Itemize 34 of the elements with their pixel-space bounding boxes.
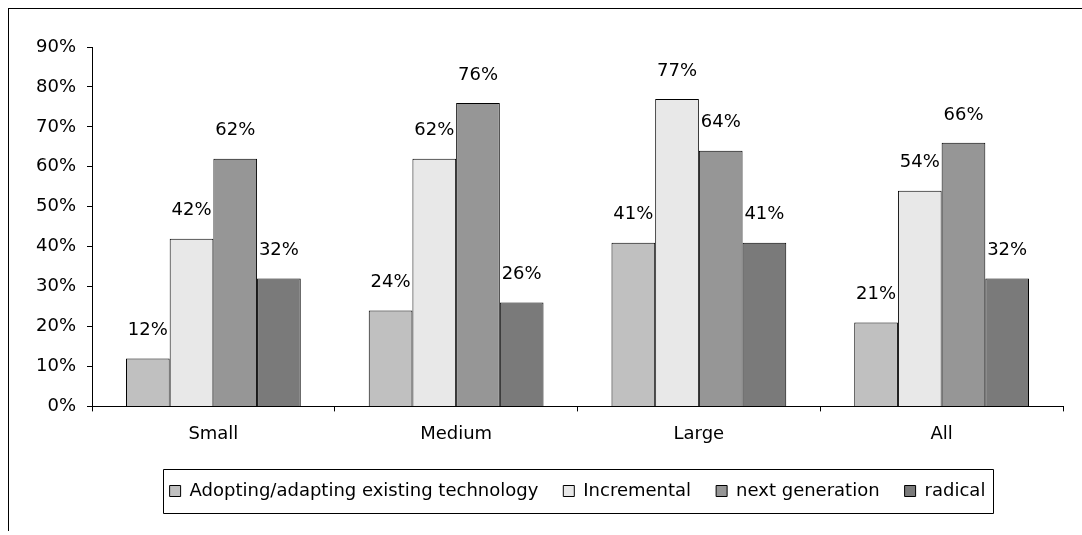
y-tick-label: 90% [35, 34, 76, 56]
y-tick-label: 40% [35, 234, 76, 256]
y-tick-label: 60% [35, 154, 76, 176]
y-tick-label: 70% [35, 114, 76, 136]
data-label: 21% [856, 282, 897, 304]
data-label: 42% [171, 198, 212, 220]
x-tick-label: Large [673, 421, 725, 443]
x-tick-label: All [930, 421, 953, 443]
legend-label: next generation [736, 478, 880, 500]
data-label: 62% [215, 118, 256, 140]
legend-label: Incremental [583, 478, 692, 500]
y-tick-label: 50% [35, 194, 76, 216]
y-tick-label: 30% [35, 274, 76, 296]
y-tick-label: 20% [35, 314, 76, 336]
data-label: 64% [700, 110, 741, 132]
data-label: 77% [657, 58, 698, 80]
data-label: 32% [258, 238, 299, 260]
data-label: 41% [744, 202, 785, 224]
y-tick-label: 0% [47, 394, 76, 416]
data-label: 41% [613, 202, 654, 224]
y-tick-label: 10% [35, 354, 76, 376]
data-label: 76% [457, 62, 498, 84]
x-tick-label: Medium [420, 421, 493, 443]
data-label: 12% [127, 318, 168, 340]
data-label: 66% [943, 102, 984, 124]
legend-label: radical [924, 478, 986, 500]
data-label: 54% [899, 150, 940, 172]
legend-label: Adopting/adapting existing technology [189, 478, 539, 500]
data-label: 26% [501, 262, 542, 284]
y-tick-label: 80% [35, 74, 76, 96]
data-label: 32% [987, 238, 1028, 260]
data-label: 24% [370, 270, 411, 292]
x-tick-label: Small [188, 421, 239, 443]
data-label: 62% [414, 118, 455, 140]
